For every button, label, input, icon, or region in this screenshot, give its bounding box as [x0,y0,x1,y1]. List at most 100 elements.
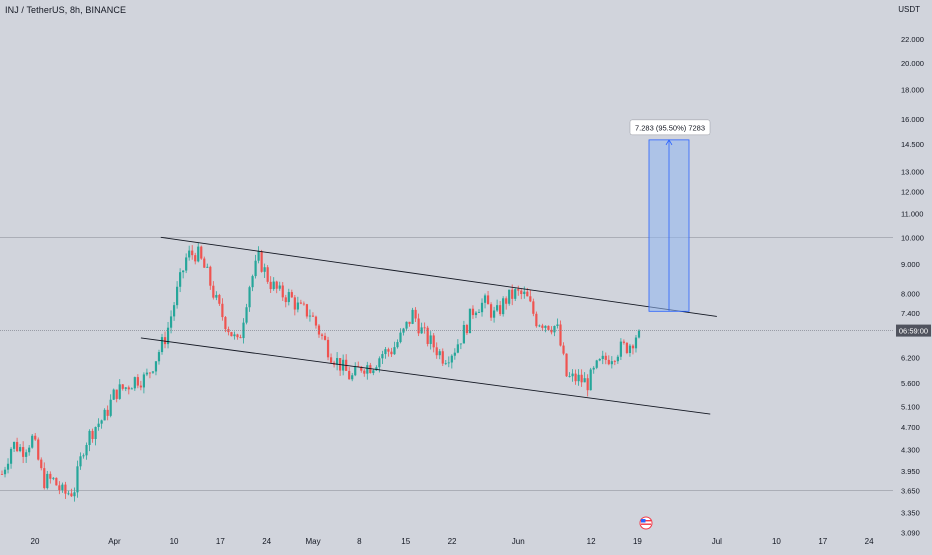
candle-body [559,324,562,346]
candle-body [28,447,31,453]
candle-body [480,302,484,313]
candle-body [166,327,170,345]
candle-body [154,361,158,372]
candle-body [70,493,73,497]
candle-body [182,270,185,273]
candle-body [200,246,203,259]
x-tick-label: 20 [31,537,40,546]
candle-body [266,267,269,282]
candle-body [320,334,324,336]
candle-body [402,328,405,333]
y-tick-label: 5.600 [901,379,920,388]
y-tick-label: 8.000 [901,289,920,298]
candle-body [592,367,595,370]
candle-body [456,344,459,353]
measure-label-box [629,119,711,136]
candle-body [43,468,46,489]
candle-body [79,456,82,467]
candle-body [450,355,453,363]
candle-body [508,289,511,304]
candle-body [511,289,514,299]
candle-body [73,492,76,497]
upper-channel-trendline[interactable] [160,236,717,317]
symbol-title: INJ / TetherUS, 8h, BINANCE [5,5,127,15]
y-tick-label: 16.000 [901,115,924,124]
y-tick-label: 3.090 [901,529,920,538]
candle-body [88,430,91,445]
candle-body [571,373,574,377]
candle-body [31,435,34,448]
lower-channel-trendline[interactable] [140,337,711,415]
candle-body [58,485,61,491]
candle-body [505,298,508,304]
candle-body [136,377,139,386]
candle-body [221,303,224,318]
candle-body [357,365,360,367]
candle-body [499,305,502,315]
candle-body [604,355,607,360]
candle-body [224,317,227,330]
candle-body [157,352,161,362]
candle-body [263,267,266,272]
candle-body [354,365,357,376]
candle-body [477,312,481,313]
us-event-flag-icon[interactable] [639,516,653,530]
candle-body [0,474,4,475]
candle-body [188,250,191,258]
y-tick-label: 13.000 [901,167,924,176]
candle-body [94,427,97,440]
x-tick-label: 15 [401,537,410,546]
candle-body [408,321,411,324]
y-tick-label: 3.950 [901,467,920,476]
candle-body [46,473,49,489]
candle-body [254,260,257,277]
candle-body [251,276,254,288]
x-tick-label: 24 [262,537,271,546]
candle-body [360,366,363,371]
candle-body [595,360,598,368]
measure-label: 7.283 (95.50%) 7283 [635,123,705,132]
candle-body [118,384,121,399]
candle-body [67,493,70,495]
candle-body [399,332,402,343]
x-tick-label: 8 [357,537,362,546]
candle-body [245,307,248,323]
candle-body [179,272,182,287]
candle-body [471,308,475,316]
candle-body [372,370,375,374]
candle-body [175,286,179,306]
candle-body [607,359,610,365]
candle-body [556,324,559,326]
y-tick-label: 22.000 [901,35,924,44]
candle-body [287,292,290,303]
candle-body [532,301,535,314]
candle-body [474,312,478,316]
candle-body [284,297,287,303]
y-tick-label: 18.000 [901,86,924,95]
x-tick-label: 19 [633,537,642,546]
candle-body [453,352,456,356]
candle-body [278,285,281,289]
candle-body [281,285,284,298]
candle-body [82,455,85,457]
candle-body [64,484,67,494]
candle-body [628,345,632,353]
price-tag [896,324,931,337]
candle-body [127,387,130,390]
candle-body [414,309,417,319]
candle-body [417,318,420,334]
candle-body [447,362,450,364]
candle-body [526,291,529,297]
candle-body [390,351,393,355]
candle-body [52,477,55,479]
candle-body [130,388,133,390]
x-tick-label: 10 [170,537,179,546]
y-tick-label: 3.350 [901,508,920,517]
candle-body [541,325,544,328]
candle-body [248,287,251,308]
candle-body [366,365,369,374]
candle-body [197,246,200,262]
candle-body [133,377,136,389]
